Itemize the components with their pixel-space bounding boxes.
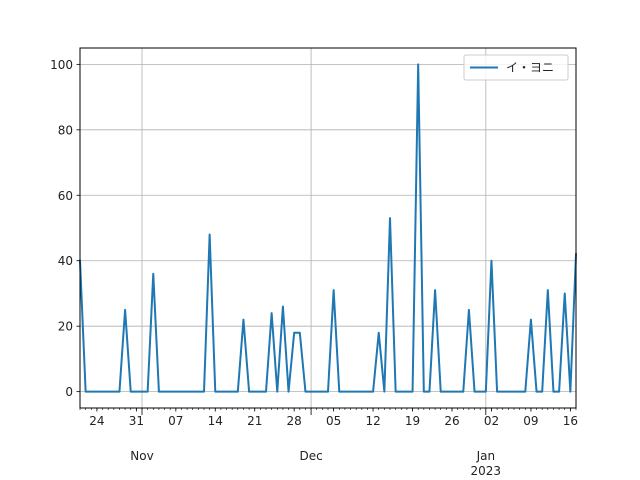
x-day-tick-label: 07	[168, 414, 183, 428]
x-day-tick-label: 28	[287, 414, 302, 428]
tick-labels: 0 20 40 60 80 100 24 31 07 14 21 28 05 12 19 26 02 09 16 No…	[50, 58, 578, 478]
x-day-tick-label: 24	[89, 414, 104, 428]
legend: イ・ヨニ	[463, 54, 569, 81]
series-layer	[78, 63, 578, 393]
x-day-tick-label: 14	[208, 414, 223, 428]
x-day-tick-label: 09	[523, 414, 538, 428]
x-day-tick-label: 31	[129, 414, 144, 428]
x-month-tick-label: Jan	[476, 449, 496, 463]
x-day-tick-label: 12	[365, 414, 380, 428]
series-line-0	[78, 63, 578, 393]
x-day-tick-label: 16	[563, 414, 578, 428]
y-tick-label: 80	[58, 123, 73, 137]
x-year-label: 2023	[471, 464, 502, 478]
x-month-tick-label: Dec	[299, 449, 322, 463]
x-day-tick-label: 02	[484, 414, 499, 428]
y-tick-label: 40	[58, 254, 73, 268]
axis-ticks	[76, 63, 577, 415]
y-tick-label: 100	[50, 58, 73, 72]
y-tick-label: 60	[58, 189, 73, 203]
y-tick-label: 0	[65, 385, 73, 399]
legend-label: イ・ヨニ	[506, 61, 554, 75]
y-tick-label: 20	[58, 320, 73, 334]
x-day-tick-label: 26	[444, 414, 459, 428]
x-month-tick-label: Nov	[130, 449, 153, 463]
x-day-tick-label: 19	[405, 414, 420, 428]
x-day-tick-label: 21	[247, 414, 262, 428]
x-day-tick-label: 05	[326, 414, 341, 428]
legend-box	[463, 54, 569, 81]
